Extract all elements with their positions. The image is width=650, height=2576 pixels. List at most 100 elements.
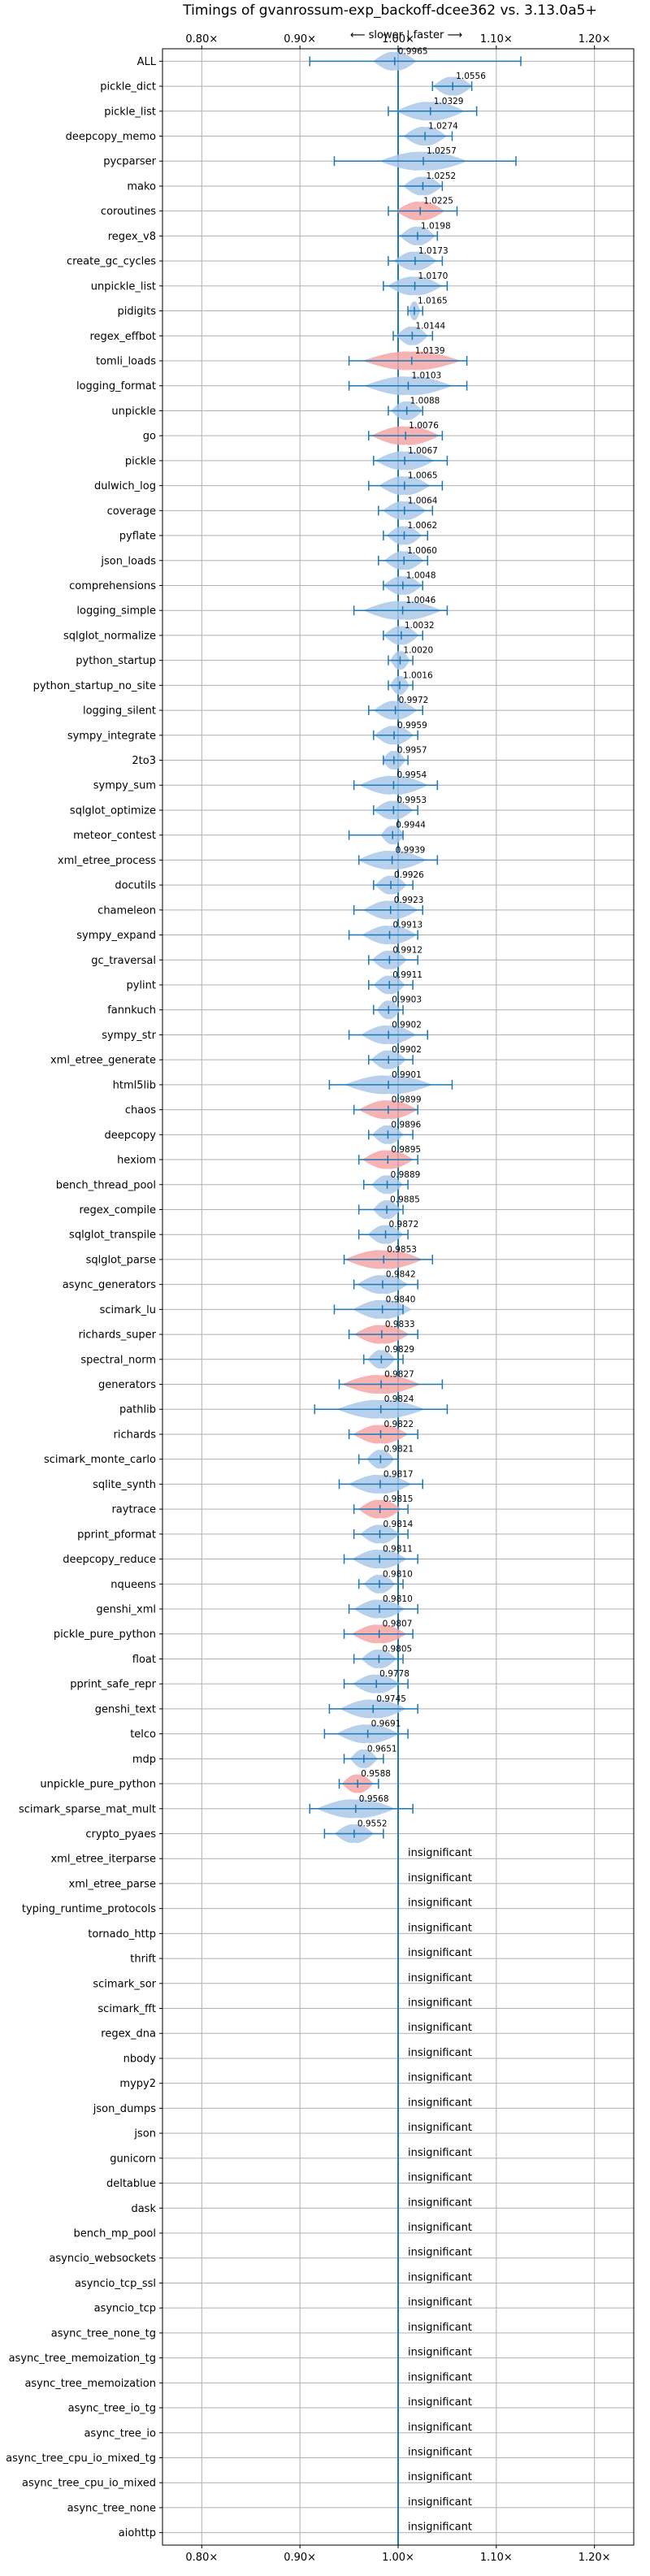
category-label: sympy_integrate bbox=[67, 730, 156, 742]
category-label: genshi_xml bbox=[96, 1604, 156, 1616]
category-label: deepcopy_memo bbox=[66, 131, 156, 143]
category-label: generators bbox=[98, 1379, 156, 1391]
category-label: sympy_expand bbox=[76, 930, 156, 942]
insignificant-label: insignificant bbox=[408, 2271, 472, 2283]
category-label: deepcopy bbox=[104, 1130, 156, 1142]
category-label: pycparser bbox=[103, 156, 156, 168]
value-label: 0.9833 bbox=[385, 1320, 415, 1329]
labels-layer: 0.80× 0.80× 0.90× 0.90× 1.00× 1.00× 1.10× 1.10×… bbox=[6, 33, 610, 2564]
insignificant-label: insignificant bbox=[408, 2496, 472, 2509]
value-label: 1.0016 bbox=[403, 670, 433, 680]
value-label: 0.9821 bbox=[384, 1445, 414, 1455]
value-label: 0.9972 bbox=[399, 696, 429, 705]
category-label: unpickle bbox=[111, 405, 156, 418]
x-tick-label-bottom: 1.20× bbox=[578, 2552, 611, 2564]
category-label: html5lib bbox=[113, 1079, 156, 1091]
value-label: 1.0076 bbox=[409, 421, 439, 431]
category-label: create_gc_cycles bbox=[67, 256, 156, 268]
value-label: 0.9923 bbox=[394, 896, 424, 905]
category-label: xml_etree_process bbox=[58, 855, 156, 867]
category-label: aiohttp bbox=[119, 2527, 156, 2539]
insignificant-label: insignificant bbox=[408, 2371, 472, 2383]
value-label: 0.9926 bbox=[394, 870, 424, 880]
category-label: go bbox=[143, 431, 156, 443]
category-label: regex_v8 bbox=[108, 231, 156, 243]
value-label: 1.0170 bbox=[418, 271, 448, 281]
category-label: sympy_sum bbox=[93, 780, 156, 792]
value-label: 0.9902 bbox=[392, 1020, 422, 1030]
insignificant-label: insignificant bbox=[408, 1922, 472, 1934]
value-label: 0.9691 bbox=[371, 1720, 401, 1729]
insignificant-label: insignificant bbox=[408, 2172, 472, 2184]
insignificant-label: insignificant bbox=[408, 2047, 472, 2059]
value-label: 1.0329 bbox=[434, 97, 464, 106]
value-label: 1.0225 bbox=[423, 197, 453, 206]
value-label: 0.9805 bbox=[382, 1644, 412, 1654]
x-tick-label-top: 1.00× bbox=[382, 33, 414, 46]
value-label: 0.9896 bbox=[391, 1120, 421, 1130]
value-label: 0.9903 bbox=[392, 995, 422, 1005]
value-label: 0.9901 bbox=[392, 1070, 422, 1080]
category-label: thrift bbox=[130, 1954, 156, 1966]
category-label: pprint_safe_repr bbox=[70, 1679, 156, 1691]
x-tick-label-bottom: 1.00× bbox=[382, 2552, 414, 2564]
category-label: json_dumps bbox=[93, 2103, 156, 2115]
category-label: dask bbox=[131, 2203, 156, 2215]
category-label: float bbox=[132, 1654, 156, 1666]
value-label: 1.0173 bbox=[418, 246, 448, 256]
insignificant-label: insignificant bbox=[408, 1997, 472, 2010]
category-label: gunicorn bbox=[110, 2153, 156, 2165]
insignificant-label: insignificant bbox=[408, 1872, 472, 1884]
category-label: async_tree_io_tg bbox=[68, 2403, 156, 2415]
value-label: 0.9912 bbox=[392, 945, 422, 955]
category-label: 2to3 bbox=[132, 755, 156, 767]
value-label: 1.0274 bbox=[428, 122, 458, 132]
value-label: 1.0062 bbox=[407, 521, 437, 531]
category-label: pathlib bbox=[119, 1404, 156, 1416]
category-label: pprint_pformat bbox=[77, 1529, 156, 1541]
category-label: async_tree_none_tg bbox=[51, 2327, 156, 2340]
category-label: nbody bbox=[124, 2053, 157, 2065]
category-label: sqlglot_transpile bbox=[69, 1229, 156, 1242]
category-label: pickle_pure_python bbox=[54, 1628, 156, 1641]
insignificant-label: insignificant bbox=[408, 2122, 472, 2134]
category-label: tornado_http bbox=[88, 1928, 156, 1941]
category-label: scimark_fft bbox=[98, 2003, 156, 2015]
chart-title: Timings of gvanrossum-exp_backoff-dcee36… bbox=[182, 2, 596, 19]
category-label: scimark_sor bbox=[93, 1978, 156, 1990]
value-label: 0.9885 bbox=[390, 1195, 420, 1204]
insignificant-label: insignificant bbox=[408, 2097, 472, 2109]
category-label: sympy_str bbox=[102, 1030, 156, 1042]
value-label: 0.9965 bbox=[398, 46, 428, 56]
insignificant-label: insignificant bbox=[408, 2222, 472, 2234]
category-label: fannkuch bbox=[107, 1004, 156, 1017]
value-label: 0.9842 bbox=[386, 1270, 416, 1280]
value-label: 1.0067 bbox=[408, 446, 438, 456]
category-label: async_generators bbox=[63, 1279, 157, 1291]
insignificant-label: insignificant bbox=[408, 2471, 472, 2483]
x-tick-label-top: 1.10× bbox=[480, 33, 513, 46]
category-label: regex_dna bbox=[101, 2028, 156, 2040]
value-label: 1.0144 bbox=[415, 321, 445, 331]
category-label: asyncio_websockets bbox=[49, 2253, 156, 2265]
category-label: async_tree_memoization_tg bbox=[9, 2353, 156, 2365]
category-label: docutils bbox=[115, 880, 156, 892]
value-label: 0.9957 bbox=[397, 746, 427, 756]
direction-note: ⟵ slower | faster ⟶ bbox=[350, 29, 462, 41]
insignificant-label: insignificant bbox=[408, 2022, 472, 2034]
category-label: hexiom bbox=[117, 1155, 156, 1167]
insignificant-label: insignificant bbox=[408, 1897, 472, 1910]
insignificant-label: insignificant bbox=[408, 2296, 472, 2309]
category-label: pickle_list bbox=[104, 106, 156, 118]
value-label: 0.9902 bbox=[392, 1045, 422, 1055]
category-label: sqlite_synth bbox=[93, 1479, 156, 1491]
category-label: nqueens bbox=[110, 1579, 156, 1591]
category-label: xml_etree_parse bbox=[69, 1878, 156, 1890]
category-label: mako bbox=[127, 180, 156, 193]
insignificant-label: insignificant bbox=[408, 2446, 472, 2458]
insignificant-label: insignificant bbox=[408, 2322, 472, 2334]
value-label: 0.9588 bbox=[361, 1769, 391, 1779]
value-label: 0.9807 bbox=[383, 1620, 413, 1629]
value-label: 1.0103 bbox=[411, 371, 441, 381]
